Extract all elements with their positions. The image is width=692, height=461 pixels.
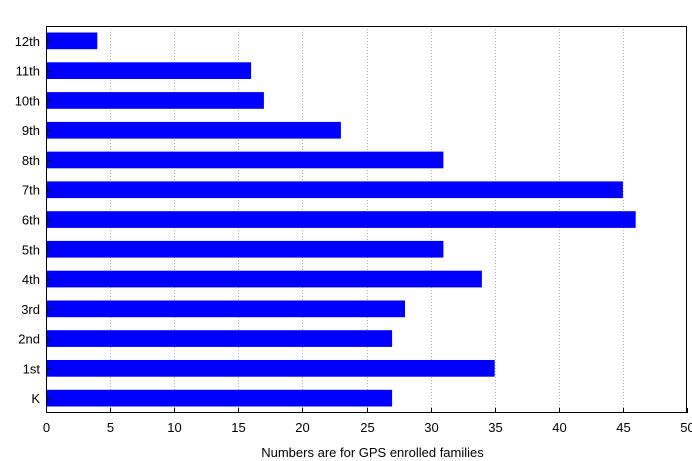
y-tick-label: 5th xyxy=(22,242,40,257)
x-tick-label: 25 xyxy=(360,420,374,435)
bar-11th xyxy=(46,62,252,79)
y-tick-label: 2nd xyxy=(18,332,40,347)
x-tick-label: 20 xyxy=(295,420,309,435)
bar-8th xyxy=(46,151,444,169)
y-tick-label: 11th xyxy=(16,64,40,79)
bar-7th xyxy=(46,181,623,199)
x-tick-label: 35 xyxy=(488,420,502,435)
bar-12th xyxy=(46,32,98,50)
x-axis-ticks: 0 5 10 15 20 25 30 35 40 45 50 xyxy=(43,408,692,435)
y-tick-label: K xyxy=(31,391,40,406)
y-tick-label: 9th xyxy=(22,123,40,138)
bar-K xyxy=(46,389,393,407)
bar-3rd xyxy=(46,300,405,318)
y-tick-label: 7th xyxy=(22,183,40,198)
x-tick-label: 50 xyxy=(680,420,692,435)
bar-1st xyxy=(46,360,495,377)
y-tick-label: 12th xyxy=(15,34,40,49)
x-tick-label: 30 xyxy=(424,420,438,435)
y-tick-label: 3rd xyxy=(21,302,40,317)
plot-frame xyxy=(46,26,687,413)
bar-10th xyxy=(46,92,264,109)
bar-5th xyxy=(46,240,444,258)
x-tick-label: 0 xyxy=(43,420,50,435)
bars xyxy=(46,32,636,407)
y-tick-label: 8th xyxy=(22,153,40,168)
y-tick-label: 6th xyxy=(22,213,40,228)
y-axis-ticks: 12th 11th 10th 9th 8th 7th 6th 5th 4th 3rd 2nd 1st K xyxy=(15,34,51,406)
bar-6th xyxy=(46,211,636,228)
bar-4th xyxy=(46,270,482,288)
y-tick-label: 10th xyxy=(15,93,40,108)
x-tick-label: 15 xyxy=(231,420,245,435)
x-tick-label: 10 xyxy=(167,420,181,435)
bar-9th xyxy=(46,121,341,139)
y-tick-label: 4th xyxy=(22,272,40,287)
x-axis-title: Numbers are for GPS enrolled families xyxy=(261,445,484,460)
bar-2nd xyxy=(46,330,393,347)
y-tick-label: 1st xyxy=(23,361,41,376)
x-tick-label: 5 xyxy=(107,420,114,435)
x-tick-label: 40 xyxy=(552,420,566,435)
x-tick-label: 45 xyxy=(616,420,630,435)
